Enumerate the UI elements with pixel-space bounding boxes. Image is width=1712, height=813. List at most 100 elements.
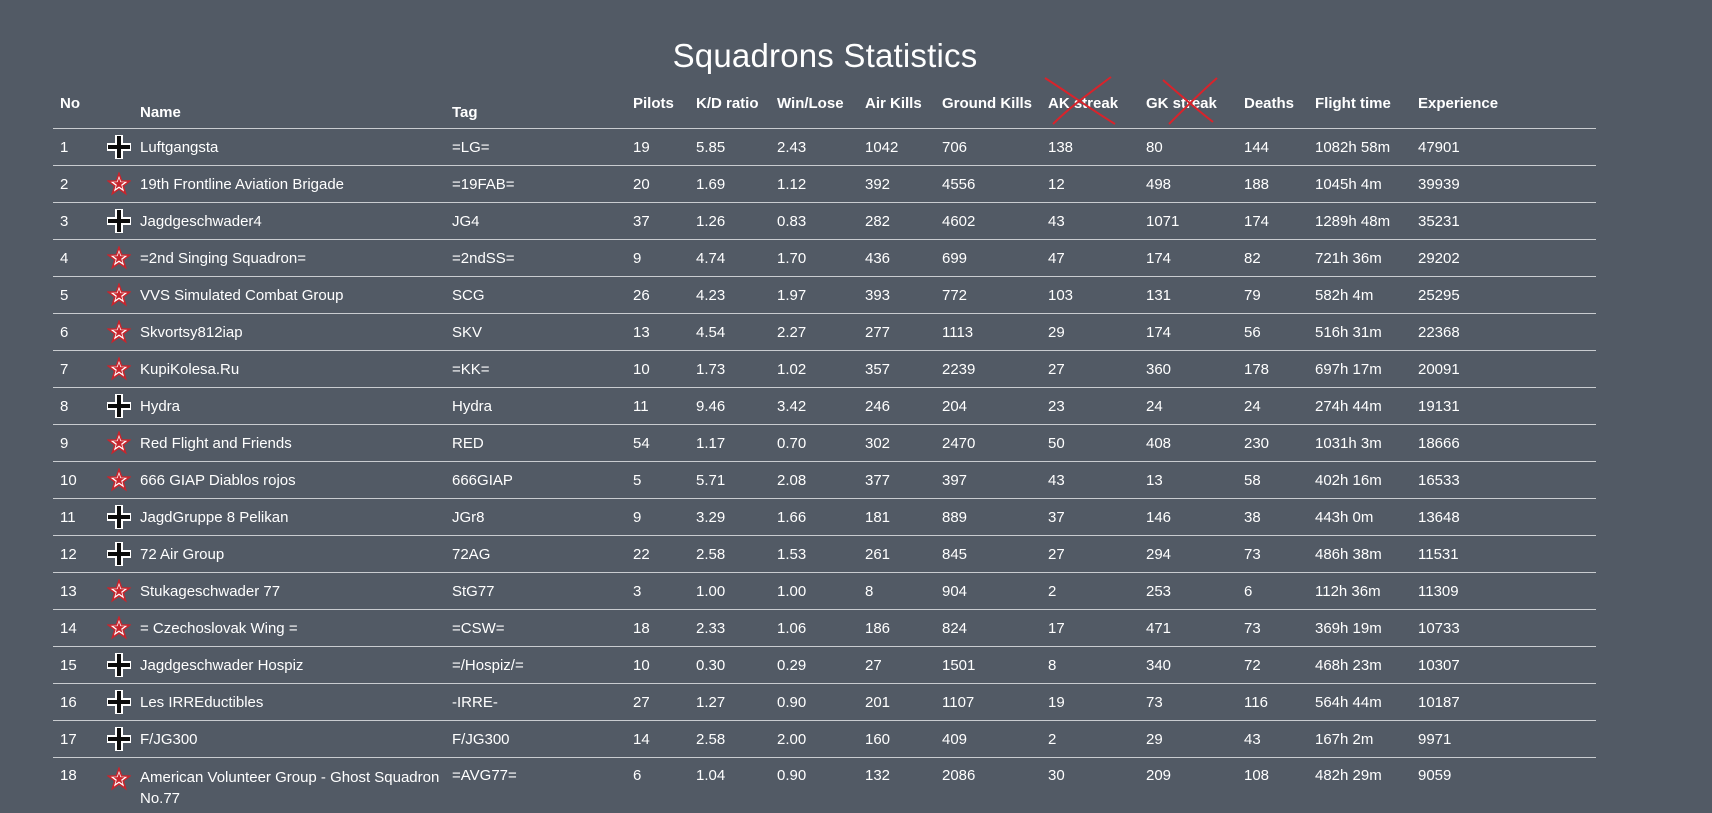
- cell-ak-streak: 19: [1041, 683, 1139, 721]
- cell-win-lose: 2.00: [770, 720, 858, 758]
- cell-rank: 5: [53, 276, 104, 314]
- cell-tag: SCG: [445, 276, 626, 314]
- table-row[interactable]: 18 American Volunteer Group - Ghost Squa…: [53, 758, 1596, 810]
- cell-squadron-name[interactable]: 666 GIAP Diablos rojos: [133, 461, 445, 499]
- cell-squadron-name[interactable]: Les IRREductibles: [133, 683, 445, 721]
- cell-tag: JGr8: [445, 498, 626, 536]
- table-row[interactable]: 8 Hydra Hydra 11 9.46 3.42 246 204 23 24 24 274h 4…: [53, 387, 1596, 425]
- cell-squadron-name[interactable]: JagdGruppe 8 Pelikan: [133, 498, 445, 536]
- col-header-name[interactable]: Name: [133, 86, 445, 129]
- cell-kd-ratio: 1.00: [689, 572, 770, 610]
- table-row[interactable]: 9 Red Flight and Friends RED 54 1.17 0.70 302…: [53, 424, 1596, 462]
- col-header-ground-kills[interactable]: Ground Kills: [935, 86, 1041, 129]
- col-header-pilots[interactable]: Pilots: [626, 86, 689, 129]
- table-row[interactable]: 10 666 GIAP Diablos rojos 666GIAP 5 5.71 2.0…: [53, 461, 1596, 499]
- cell-squadron-name[interactable]: =2nd Singing Squadron=: [133, 239, 445, 277]
- cell-tag: =/Hospiz/=: [445, 646, 626, 684]
- col-header-win-lose[interactable]: Win/Lose: [770, 86, 858, 129]
- cell-win-lose: 0.70: [770, 424, 858, 462]
- cell-squadron-name[interactable]: Skvortsy812iap: [133, 313, 445, 351]
- col-header-label: Experience: [1418, 95, 1499, 112]
- cell-pilots: 9: [626, 498, 689, 536]
- cell-ak-streak: 37: [1041, 498, 1139, 536]
- cell-flight-time: 112h 36m: [1308, 572, 1411, 610]
- table-row[interactable]: 5 VVS Simulated Combat Group SCG 26 4.23 1.9…: [53, 276, 1596, 314]
- col-header-flight-time[interactable]: Flight time: [1308, 86, 1411, 129]
- col-header-label: AK streak: [1048, 95, 1119, 112]
- table-row[interactable]: 16 Les IRREductibles -IRRE- 27 1.27 0.90 201 1…: [53, 683, 1596, 721]
- col-header-ak-streak[interactable]: AK streak: [1041, 76, 1139, 129]
- cell-squadron-name[interactable]: 72 Air Group: [133, 535, 445, 573]
- col-header-tag[interactable]: Tag: [445, 86, 626, 129]
- cell-rank: 18: [60, 767, 77, 784]
- cell-gk-streak: 13: [1139, 461, 1237, 499]
- cell-flight-time: 486h 38m: [1308, 535, 1411, 573]
- col-header-kd-ratio[interactable]: K/D ratio: [689, 86, 770, 129]
- table-row[interactable]: 13 Stukageschwader 77 StG77 3 1.00 1.00 8 904 2…: [53, 572, 1596, 610]
- cell-squadron-name[interactable]: F/JG300: [133, 720, 445, 758]
- cell-gk-streak: 73: [1139, 683, 1237, 721]
- table-row[interactable]: 2 19th Frontline Aviation Brigade =19FAB=…: [53, 165, 1596, 203]
- cell-flight-time: 564h 44m: [1308, 683, 1411, 721]
- col-header-label: Win/Lose: [777, 95, 844, 112]
- cell-squadron-name[interactable]: Red Flight and Friends: [133, 424, 445, 462]
- cell-squadron-name[interactable]: = Czechoslovak Wing =: [133, 609, 445, 647]
- table-row[interactable]: 1 Luftgangsta =LG= 19 5.85 2.43 1042 706 138 80 1…: [53, 128, 1596, 166]
- cell-squadron-name[interactable]: Jagdgeschwader Hospiz: [133, 646, 445, 684]
- cell-rank: 17: [53, 720, 104, 758]
- table-row[interactable]: 3 Jagdgeschwader4 JG4 37 1.26 0.83 282 4602 43 1…: [53, 202, 1596, 240]
- cell-tag: Hydra: [445, 387, 626, 425]
- table-row[interactable]: 4 =2nd Singing Squadron= =2ndSS= 9 4.74 1.70…: [53, 239, 1596, 277]
- table-row[interactable]: 14 = Czechoslovak Wing = =CSW= 18 2.33 1.06 1…: [53, 609, 1596, 647]
- col-header-gk-streak[interactable]: GK streak: [1139, 77, 1237, 129]
- cell-deaths: 79: [1237, 276, 1308, 314]
- cell-pilots: 27: [626, 683, 689, 721]
- cell-ak-streak: 47: [1041, 239, 1139, 277]
- cell-pilots: 54: [626, 424, 689, 462]
- cell-squadron-name[interactable]: Hydra: [133, 387, 445, 425]
- cell-squadron-name[interactable]: VVS Simulated Combat Group: [133, 276, 445, 314]
- cell-faction-icon: [104, 646, 133, 684]
- col-header-label: Tag: [452, 104, 478, 121]
- cell-squadron-name[interactable]: Jagdgeschwader4: [133, 202, 445, 240]
- cell-faction-icon: [104, 165, 133, 203]
- cell-gk-streak: 174: [1139, 313, 1237, 351]
- cell-gk-streak: 360: [1139, 350, 1237, 388]
- table-row[interactable]: 11 JagdGruppe 8 Pelikan JGr8 9 3.29 1.66 181 8…: [53, 498, 1596, 536]
- balkenkreuz-icon: [106, 653, 131, 677]
- cell-rank: 15: [53, 646, 104, 684]
- cell-rank: 3: [53, 202, 104, 240]
- col-header-air-kills[interactable]: Air Kills: [858, 86, 935, 129]
- cell-squadron-name[interactable]: Luftgangsta: [133, 128, 445, 166]
- col-header-label: Ground Kills: [942, 95, 1032, 112]
- cell-squadron-name[interactable]: 19th Frontline Aviation Brigade: [133, 165, 445, 203]
- cell-gk-streak: 294: [1139, 535, 1237, 573]
- table-row[interactable]: 17 F/JG300 F/JG300 14 2.58 2.00 160 409 2 29 43 16…: [53, 720, 1596, 758]
- cell-faction-icon: [104, 535, 133, 573]
- cell-rank: 7: [53, 350, 104, 388]
- cell-win-lose: 1.97: [770, 276, 858, 314]
- cell-deaths: 73: [1237, 609, 1308, 647]
- cell-air-kills: 8: [858, 572, 935, 610]
- cell-pilots: 9: [626, 239, 689, 277]
- table-row[interactable]: 7 KupiKolesa.Ru =KK= 10 1.73 1.02 357 2239 27 36…: [53, 350, 1596, 388]
- cell-deaths: 144: [1237, 128, 1308, 166]
- col-header-deaths[interactable]: Deaths: [1237, 86, 1308, 129]
- cell-gk-streak: 131: [1139, 276, 1237, 314]
- col-header-experience[interactable]: Experience: [1411, 86, 1596, 129]
- cell-deaths: 178: [1237, 350, 1308, 388]
- cell-flight-time: 1289h 48m: [1308, 202, 1411, 240]
- table-row[interactable]: 12 72 Air Group 72AG 22 2.58 1.53 261 845 27 294…: [53, 535, 1596, 573]
- table-row[interactable]: 6 Skvortsy812iap SKV 13 4.54 2.27 277 1113 29 17…: [53, 313, 1596, 351]
- cell-tag: RED: [445, 424, 626, 462]
- cell-deaths: 82: [1237, 239, 1308, 277]
- cell-kd-ratio: 1.27: [689, 683, 770, 721]
- table-row[interactable]: 15 Jagdgeschwader Hospiz =/Hospiz/= 10 0.30…: [53, 646, 1596, 684]
- cell-squadron-name[interactable]: KupiKolesa.Ru: [133, 350, 445, 388]
- cell-experience: 22368: [1411, 313, 1596, 351]
- col-header-no[interactable]: No: [53, 86, 104, 129]
- cell-experience: 13648: [1411, 498, 1596, 536]
- cell-squadron-name[interactable]: American Volunteer Group - Ghost Squadro…: [140, 769, 440, 807]
- cell-squadron-name[interactable]: Stukageschwader 77: [133, 572, 445, 610]
- cell-rank: 9: [53, 424, 104, 462]
